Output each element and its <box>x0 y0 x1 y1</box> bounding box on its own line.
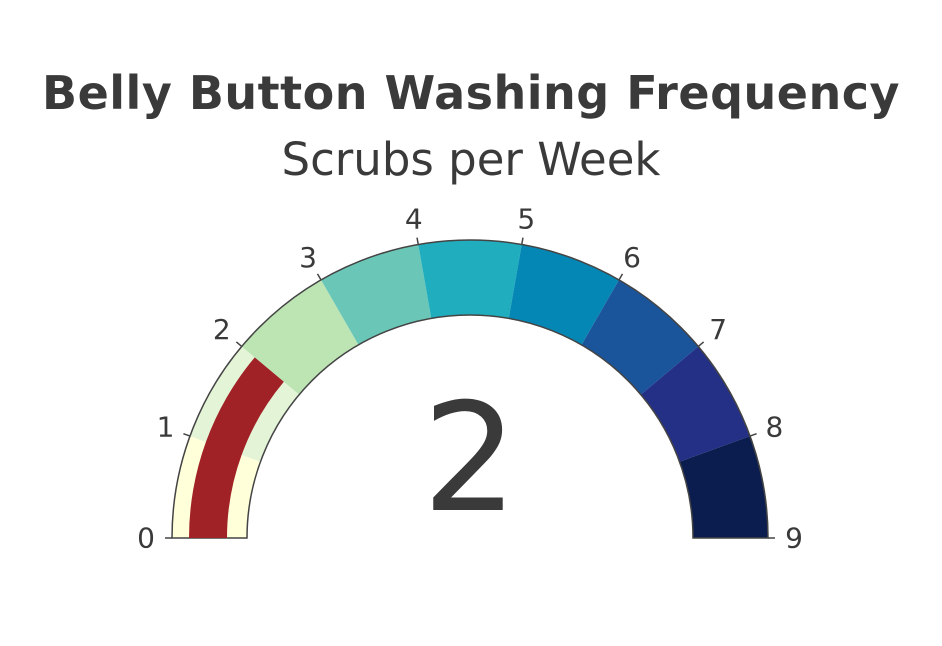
chart-subtitle: Scrubs per Week <box>281 133 661 186</box>
gauge-tick-label: 5 <box>517 202 535 235</box>
gauge-tick-mark <box>316 273 322 281</box>
gauge-value-label: 2 <box>422 372 517 546</box>
gauge-tick-label: 2 <box>213 313 231 346</box>
gauge-tick-label: 8 <box>766 411 784 444</box>
gauge-tick-mark <box>416 237 419 245</box>
gauge-tick-mark <box>521 237 524 245</box>
gauge-tick-label: 1 <box>157 411 175 444</box>
gauge-tick-mark <box>749 432 757 437</box>
gauge-tick-mark <box>235 341 243 348</box>
gauge-step-2 <box>241 279 359 395</box>
gauge-value-bar <box>189 357 284 538</box>
gauge-tick-label: 4 <box>405 202 423 235</box>
gauge-step-6 <box>581 279 699 395</box>
gauge-step-3 <box>321 244 432 345</box>
gauge-ticks: 0 1 2 3 4 5 6 7 8 9 <box>137 202 803 554</box>
chart-title: Belly Button Washing Frequency <box>42 66 900 120</box>
gauge-step-7 <box>640 346 751 462</box>
gauge-value-bar-group <box>189 357 284 538</box>
gauge-tick-label: 6 <box>623 241 641 274</box>
gauge-step-5 <box>508 244 619 345</box>
gauge-step-4 <box>418 240 522 319</box>
gauge-tick-label: 0 <box>137 522 155 555</box>
gauge-outline <box>171 239 769 539</box>
gauge-tick-mark <box>618 273 624 281</box>
gauge-tick-label: 7 <box>709 313 727 346</box>
gauge-tick-label: 9 <box>785 522 803 555</box>
gauge-step-8 <box>679 436 769 538</box>
gauge-tick-label: 3 <box>299 241 317 274</box>
gauge-tick-mark <box>697 341 705 348</box>
gauge-steps <box>171 239 769 539</box>
gauge-tick-mark <box>183 432 191 437</box>
